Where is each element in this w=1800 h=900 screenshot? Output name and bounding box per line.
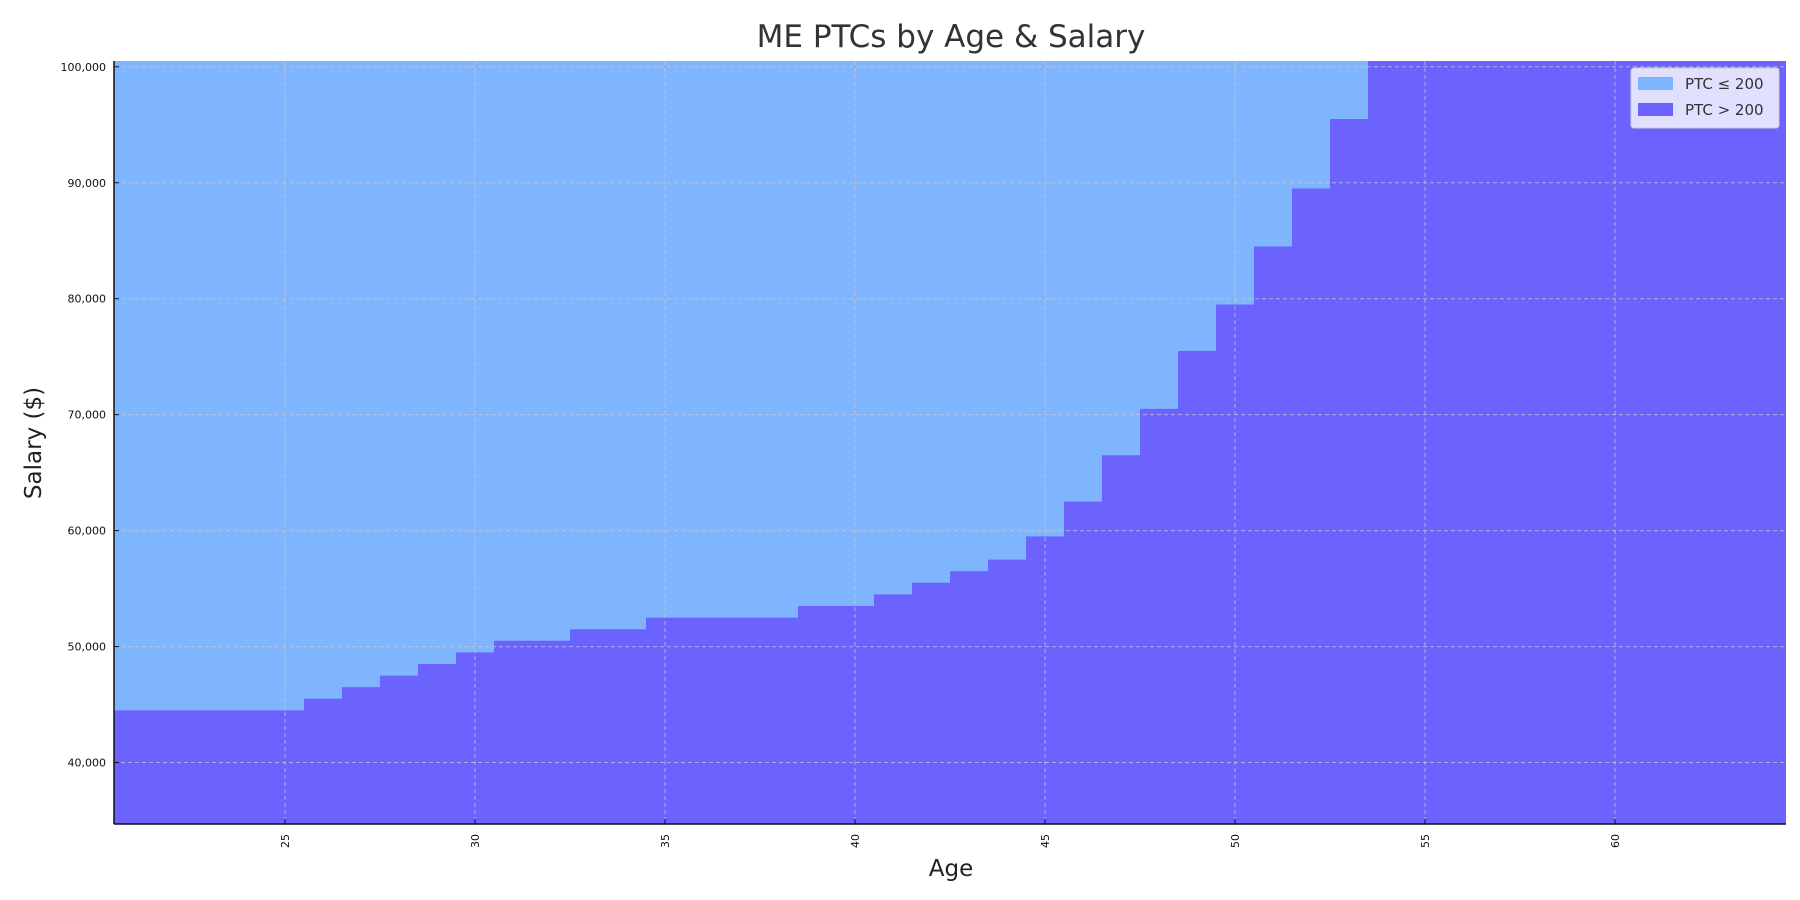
y-tick-label-80000: 80,000 — [68, 293, 107, 306]
x-tick-label-50: 50 — [1229, 834, 1242, 848]
legend-swatch-ptc-gt-200 — [1638, 103, 1673, 116]
y-tick-label-40000: 40,000 — [68, 757, 107, 770]
x-tick-label-45: 45 — [1039, 834, 1052, 848]
chart-title: ME PTCs by Age & Salary — [757, 19, 1146, 55]
tick-labels: 25 30 35 40 45 50 55 60 40,000 50,000 60,000 70,000… — [61, 61, 1623, 848]
gridlines — [114, 61, 1786, 824]
x-tick-label-40: 40 — [849, 834, 862, 848]
x-tick-label-25: 25 — [279, 834, 292, 848]
y-axis-label: Salary ($) — [21, 387, 47, 499]
x-axis-label: Age — [929, 856, 973, 882]
x-tick-label-55: 55 — [1419, 834, 1432, 848]
y-tick-label-60000: 60,000 — [68, 525, 107, 538]
y-tick-label-50000: 50,000 — [68, 641, 107, 654]
y-tick-label-90000: 90,000 — [68, 177, 107, 190]
x-tick-label-30: 30 — [469, 834, 482, 848]
region-ptc-gt-200 — [114, 61, 1786, 824]
legend-swatch-ptc-le-200 — [1638, 77, 1673, 90]
plot-area — [114, 61, 1786, 824]
legend: PTC ≤ 200 PTC > 200 — [1630, 67, 1780, 129]
legend-label-ptc-le-200: PTC ≤ 200 — [1685, 75, 1764, 93]
x-tick-label-35: 35 — [659, 834, 672, 848]
legend-label-ptc-gt-200: PTC > 200 — [1685, 101, 1764, 119]
y-tick-label-100000: 100,000 — [61, 61, 107, 74]
y-tick-label-70000: 70,000 — [68, 409, 107, 422]
axes — [113, 61, 1786, 825]
x-tick-label-60: 60 — [1609, 834, 1622, 848]
